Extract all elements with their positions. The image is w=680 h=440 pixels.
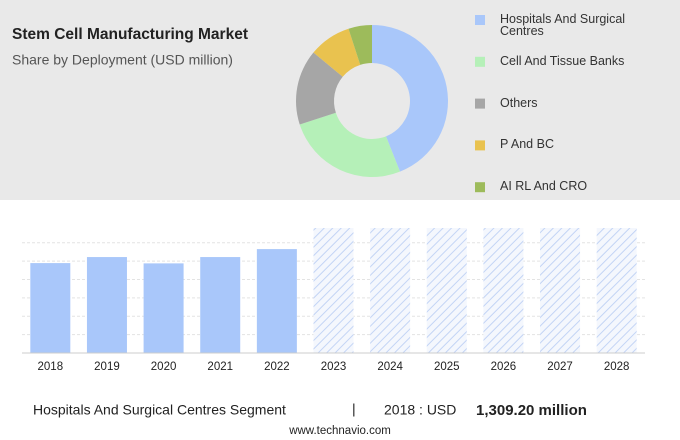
bar bbox=[200, 257, 241, 353]
x-tick-label: 2018 bbox=[38, 361, 64, 373]
legend-swatch bbox=[475, 182, 485, 193]
donut-segment bbox=[299, 112, 400, 177]
footer-separator: | bbox=[352, 401, 356, 417]
legend-swatch bbox=[475, 15, 485, 25]
donut-segment bbox=[348, 25, 372, 65]
forecast-bar bbox=[540, 228, 581, 353]
footer-segment: Hospitals And Surgical Centres Segment bbox=[33, 402, 286, 418]
forecast-bar bbox=[313, 228, 354, 353]
forecast-bar bbox=[426, 228, 467, 353]
legend-label: AI RL And CRO bbox=[500, 179, 588, 194]
footer-value: 1,309.20 million bbox=[476, 402, 587, 419]
legend-swatch bbox=[475, 56, 485, 67]
legend-swatch bbox=[475, 140, 485, 151]
bar bbox=[30, 263, 71, 353]
x-tick-label: 2025 bbox=[434, 361, 460, 373]
x-tick-label: 2028 bbox=[604, 361, 630, 373]
bar bbox=[256, 249, 297, 353]
x-tick-label: 2020 bbox=[151, 361, 177, 373]
x-tick-label: 2022 bbox=[264, 361, 290, 373]
forecast-bar bbox=[596, 228, 637, 353]
bar bbox=[143, 263, 184, 353]
legend-label: Hospitals And Surgical Centres bbox=[500, 12, 626, 38]
x-tick-label: 2019 bbox=[94, 361, 120, 373]
x-tick-label: 2027 bbox=[547, 361, 573, 373]
x-tick-label: 2021 bbox=[207, 361, 233, 373]
x-tick-label: 2024 bbox=[377, 361, 403, 373]
footer-source: www.technavio.com bbox=[288, 425, 391, 437]
legend-swatch bbox=[475, 98, 485, 109]
donut-segment bbox=[313, 28, 361, 77]
x-tick-label: 2023 bbox=[321, 361, 347, 373]
x-tick-label: 2026 bbox=[491, 361, 517, 373]
forecast-bar bbox=[370, 228, 411, 353]
donut-segment bbox=[372, 25, 449, 172]
forecast-bar bbox=[483, 228, 524, 353]
donut-segment bbox=[295, 52, 343, 125]
chart-title: Stem Cell Manufacturing Market bbox=[12, 26, 248, 43]
chart-subtitle: Share by Deployment (USD million) bbox=[12, 52, 233, 68]
legend-label: Cell And Tissue Banks bbox=[500, 53, 625, 68]
bar bbox=[86, 257, 127, 353]
footer-year: 2018 : USD bbox=[384, 402, 456, 418]
legend-label: P And BC bbox=[500, 137, 554, 152]
legend-label: Others bbox=[500, 95, 538, 110]
